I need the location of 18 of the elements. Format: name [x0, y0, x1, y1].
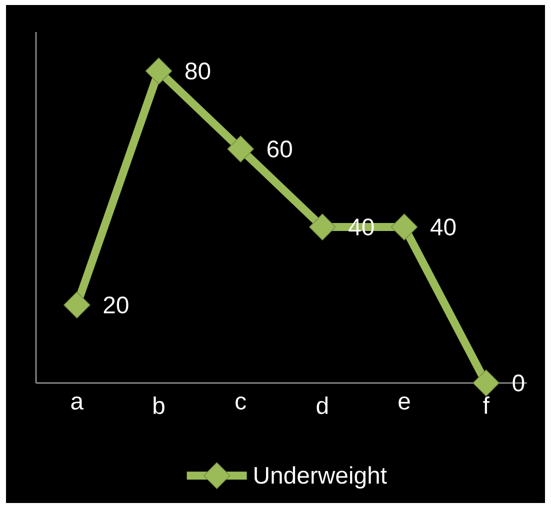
x-tick-label: c	[236, 396, 246, 410]
point	[64, 292, 90, 318]
point	[227, 136, 254, 162]
point	[309, 214, 336, 240]
x-tick-label: e	[398, 396, 410, 410]
data-label: 80	[186, 62, 210, 80]
x-tick-label: d	[316, 396, 328, 414]
point	[472, 370, 500, 396]
data-label: 20	[104, 296, 128, 314]
x-tick-label: a	[71, 396, 84, 410]
x-tick-label: f	[483, 396, 490, 414]
data-label: 60	[268, 140, 292, 158]
data-label: 40	[430, 218, 456, 236]
data-label: 0	[512, 374, 524, 392]
x-tick-label: b	[154, 396, 164, 414]
legend-label: Underweight	[254, 466, 387, 489]
point	[390, 214, 418, 240]
point	[145, 58, 172, 84]
